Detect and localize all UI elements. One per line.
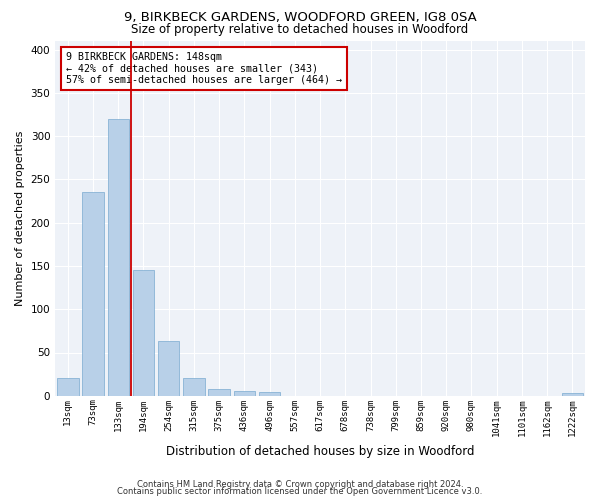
Text: Contains public sector information licensed under the Open Government Licence v3: Contains public sector information licen… — [118, 487, 482, 496]
Bar — [208, 389, 230, 396]
Text: 9 BIRKBECK GARDENS: 148sqm
← 42% of detached houses are smaller (343)
57% of sem: 9 BIRKBECK GARDENS: 148sqm ← 42% of deta… — [66, 52, 342, 85]
Bar — [57, 378, 79, 396]
Text: Contains HM Land Registry data © Crown copyright and database right 2024.: Contains HM Land Registry data © Crown c… — [137, 480, 463, 489]
Y-axis label: Number of detached properties: Number of detached properties — [15, 130, 25, 306]
Bar — [183, 378, 205, 396]
Bar — [82, 192, 104, 396]
Bar — [259, 392, 280, 396]
Text: 9, BIRKBECK GARDENS, WOODFORD GREEN, IG8 0SA: 9, BIRKBECK GARDENS, WOODFORD GREEN, IG8… — [124, 11, 476, 24]
Bar — [233, 392, 255, 396]
Bar — [133, 270, 154, 396]
Bar — [562, 393, 583, 396]
X-axis label: Distribution of detached houses by size in Woodford: Distribution of detached houses by size … — [166, 444, 475, 458]
Bar — [107, 119, 129, 396]
Bar — [158, 342, 179, 396]
Text: Size of property relative to detached houses in Woodford: Size of property relative to detached ho… — [131, 22, 469, 36]
